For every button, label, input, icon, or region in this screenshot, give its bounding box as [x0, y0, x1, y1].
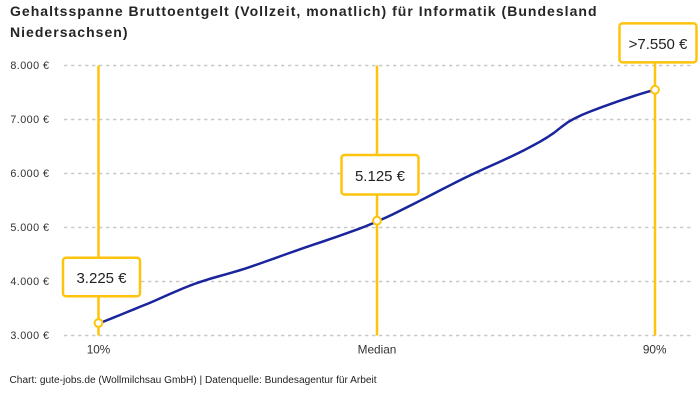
svg-text:Chart: gute-jobs.de (Wollmilch: Chart: gute-jobs.de (Wollmilchsau GmbH) …	[10, 375, 377, 386]
svg-text:10%: 10%	[87, 343, 111, 357]
svg-text:4.000 €: 4.000 €	[10, 276, 49, 288]
svg-text:6.000 €: 6.000 €	[10, 168, 49, 180]
svg-text:5.125 €: 5.125 €	[355, 168, 406, 185]
svg-text:7.000 €: 7.000 €	[10, 114, 49, 126]
svg-text:3.000 €: 3.000 €	[10, 330, 49, 342]
svg-text:8.000 €: 8.000 €	[10, 60, 49, 72]
svg-text:Median: Median	[358, 343, 397, 357]
svg-text:90%: 90%	[643, 343, 667, 357]
svg-text:>7.550 €: >7.550 €	[629, 36, 688, 53]
svg-text:5.000 €: 5.000 €	[10, 222, 49, 234]
svg-text:3.225 €: 3.225 €	[76, 270, 127, 287]
